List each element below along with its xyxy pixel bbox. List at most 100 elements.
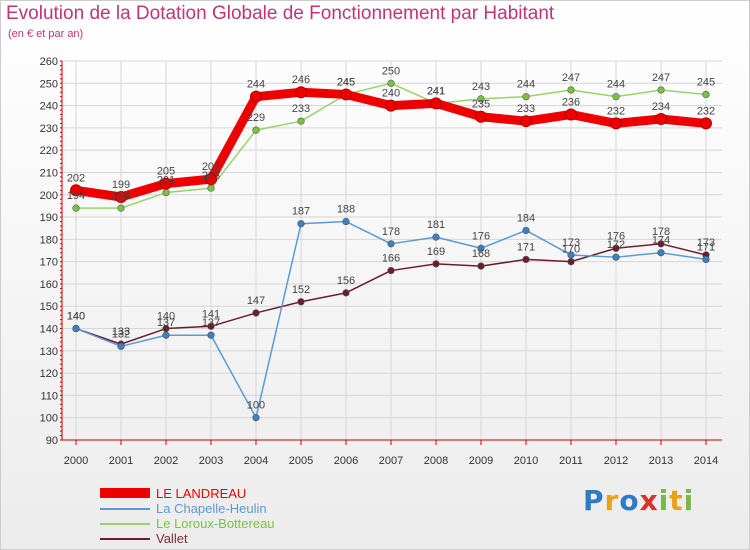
data-label: 178 (382, 226, 400, 238)
data-point (207, 322, 215, 330)
x-tick-label: 2004 (244, 455, 268, 467)
logo-letter: o (619, 484, 640, 517)
data-point (340, 88, 352, 101)
data-label: 137 (202, 317, 220, 329)
series-group (70, 79, 712, 422)
data-label: 245 (337, 76, 355, 88)
data-point (567, 251, 575, 259)
data-label: 205 (157, 166, 175, 178)
data-point (252, 414, 260, 422)
legend-swatch (100, 508, 150, 510)
data-point (252, 309, 260, 317)
data-label: 241 (427, 85, 445, 97)
data-point (162, 188, 170, 197)
logo-letter: x (639, 484, 659, 517)
data-point (610, 117, 622, 130)
data-label: 147 (247, 295, 265, 307)
data-point (387, 266, 395, 275)
legend-label: La Chapelle-Heulin (156, 501, 267, 516)
data-label: 232 (697, 105, 715, 117)
x-tick-label: 2002 (154, 455, 178, 467)
series-la-chapelle-heulin (72, 217, 710, 422)
data-point (342, 289, 350, 297)
y-tick-label: 250 (40, 78, 58, 90)
y-tick-label: 190 (40, 212, 58, 224)
y-tick-label: 130 (40, 346, 58, 358)
x-tick-label: 2000 (64, 455, 88, 467)
y-tick-label: 180 (40, 234, 58, 246)
data-point (565, 108, 577, 121)
data-label: 140 (67, 311, 85, 323)
data-point (70, 184, 82, 197)
y-tick-label: 260 (40, 56, 58, 68)
data-label: 171 (697, 241, 715, 253)
data-point (612, 93, 620, 101)
data-point (567, 258, 575, 266)
data-point (655, 112, 667, 125)
x-tick-label: 2005 (289, 455, 313, 467)
data-label: 170 (562, 244, 580, 256)
data-point (522, 93, 530, 101)
data-label: 241 (427, 85, 445, 97)
data-label: 244 (247, 79, 265, 91)
data-point (297, 117, 305, 125)
data-label: 137 (157, 317, 175, 329)
data-label: 140 (157, 311, 175, 323)
data-label: 250 (382, 65, 400, 77)
data-label: 173 (562, 237, 580, 249)
data-label: 246 (292, 74, 310, 86)
data-label: 174 (652, 235, 670, 247)
data-label: 229 (247, 112, 265, 124)
data-point (567, 86, 575, 94)
data-label: 194 (67, 190, 85, 202)
data-label: 201 (157, 175, 175, 187)
data-point (205, 173, 217, 186)
data-label: 203 (202, 170, 220, 182)
data-label: 236 (562, 97, 580, 109)
x-tick-label: 2013 (649, 455, 673, 467)
data-label: 178 (652, 226, 670, 238)
x-tick-label: 2003 (199, 455, 223, 467)
data-point (657, 249, 665, 257)
data-label: 240 (382, 88, 400, 100)
series-le-landreau (70, 86, 712, 203)
data-point (522, 255, 530, 264)
data-point (160, 177, 172, 190)
data-label: 233 (292, 103, 310, 115)
data-point (117, 342, 125, 350)
data-label: 243 (472, 81, 490, 93)
x-tick-label: 2014 (694, 455, 718, 467)
legend-label: Le Loroux-Bottereau (156, 516, 275, 531)
x-tick-label: 2001 (109, 455, 133, 467)
data-point (612, 244, 620, 252)
logo-letter: t (669, 484, 684, 517)
data-label: 152 (292, 284, 310, 296)
data-point (432, 233, 440, 241)
data-point (162, 331, 170, 339)
data-point (252, 126, 260, 134)
y-tick-label: 90 (46, 435, 58, 447)
data-point (430, 97, 442, 110)
x-tick-label: 2007 (379, 455, 403, 467)
data-label: 233 (517, 103, 535, 115)
logo-letter: r (604, 484, 620, 517)
data-label: 132 (112, 328, 130, 340)
x-tick-label: 2011 (559, 455, 583, 467)
data-point (207, 331, 215, 339)
data-point (207, 184, 215, 192)
data-label: 244 (517, 79, 535, 91)
y-tick-label: 100 (40, 413, 58, 425)
legend-swatch (100, 538, 150, 540)
y-tick-label: 210 (40, 167, 58, 179)
data-point (297, 220, 305, 228)
y-tick-label: 110 (40, 390, 58, 402)
logo-letter: P (583, 484, 605, 517)
x-tick-label: 2012 (604, 455, 628, 467)
x-tick-label: 2010 (514, 455, 538, 467)
y-tick-label: 140 (40, 324, 58, 336)
y-tick-label: 200 (40, 190, 58, 202)
data-point (115, 190, 127, 203)
data-label: 194 (112, 190, 130, 202)
data-label: 140 (67, 311, 85, 323)
